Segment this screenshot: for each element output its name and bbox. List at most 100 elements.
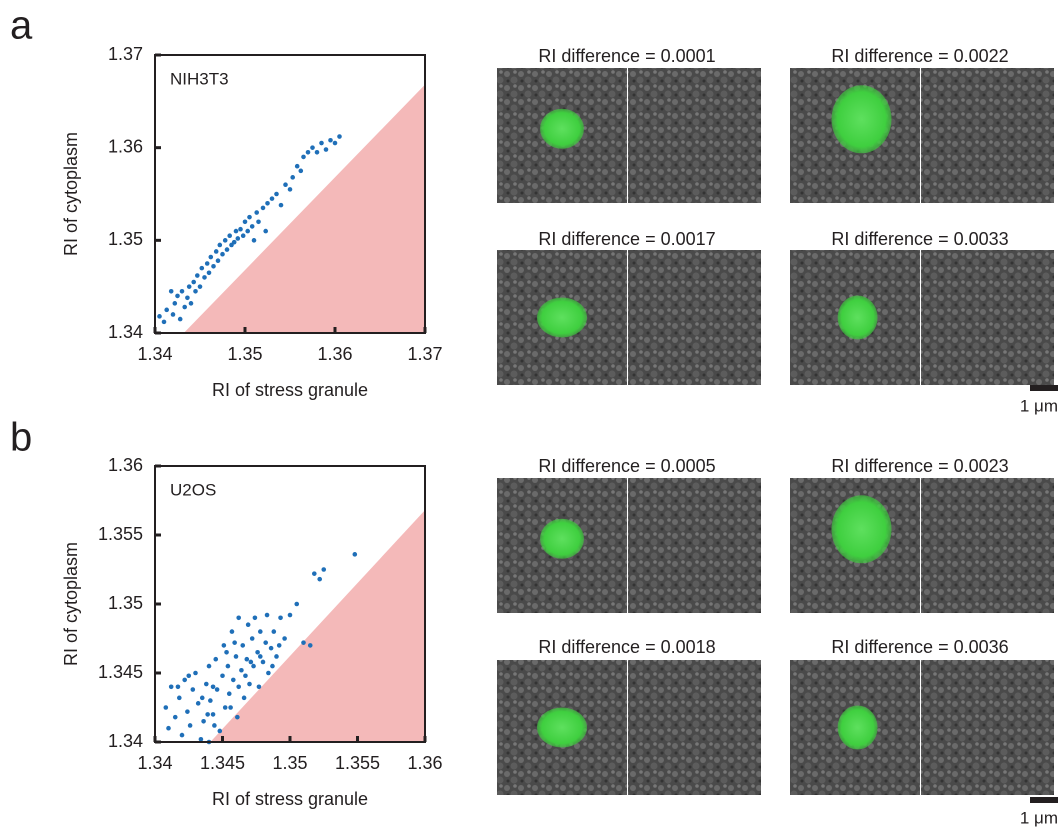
data-point: [170, 312, 176, 317]
data-point: [263, 640, 269, 645]
image-title: RI difference = 0.0001: [538, 46, 715, 66]
data-point: [197, 284, 203, 289]
data-point: [222, 705, 228, 710]
data-point: [244, 656, 250, 662]
data-point: [177, 695, 182, 701]
image-title: RI difference = 0.0005: [538, 456, 715, 476]
data-point: [222, 238, 228, 243]
data-point: [190, 687, 196, 692]
data-point: [220, 251, 225, 257]
data-point: [226, 691, 232, 696]
shaded-region: [183, 84, 425, 333]
data-point: [213, 656, 219, 662]
data-point: [206, 270, 212, 276]
data-point: [270, 663, 275, 669]
data-point: [215, 258, 221, 264]
data-point: [323, 147, 329, 152]
data-point: [212, 723, 217, 728]
data-point: [161, 319, 167, 325]
y-axis-label: RI of cytoplasm: [61, 542, 81, 666]
data-point: [240, 233, 246, 238]
data-point: [252, 615, 258, 621]
y-tick-label: 1.36: [108, 136, 143, 156]
data-point: [232, 640, 237, 645]
image-title: RI difference = 0.0018: [538, 637, 715, 657]
data-point: [224, 650, 229, 655]
data-point: [274, 654, 279, 659]
x-axis-label: RI of stress granule: [212, 789, 368, 809]
data-point: [254, 210, 259, 215]
data-point: [208, 254, 214, 260]
data-point: [168, 289, 174, 294]
y-tick-label: 1.345: [98, 662, 143, 682]
data-point: [239, 667, 244, 673]
x-tick-label: 1.345: [200, 753, 245, 773]
data-point: [193, 670, 198, 676]
y-axis-label: RI of cytoplasm: [61, 132, 81, 256]
data-point: [186, 673, 192, 679]
granule-fluorescence: [537, 707, 587, 748]
data-point: [283, 182, 288, 188]
y-tick-label: 1.37: [108, 44, 143, 64]
data-point: [182, 677, 187, 683]
data-point: [177, 316, 183, 322]
data-point: [175, 293, 180, 299]
data-point: [179, 732, 185, 738]
data-point: [157, 314, 162, 319]
panel-label: b: [10, 416, 32, 460]
data-point: [231, 677, 236, 683]
data-point: [227, 233, 232, 238]
data-point: [245, 622, 251, 627]
y-tick-label: 1.34: [108, 731, 143, 751]
annotation: NIH3T3: [170, 69, 229, 88]
data-point: [328, 137, 333, 143]
data-point: [193, 289, 198, 294]
data-point: [164, 307, 169, 313]
granule-fluorescence: [537, 297, 587, 338]
data-point: [301, 154, 306, 160]
x-tick-label: 1.34: [137, 753, 172, 773]
data-point: [199, 695, 205, 701]
data-point: [312, 571, 317, 576]
data-point: [217, 728, 223, 734]
y-tick-label: 1.355: [98, 524, 143, 544]
image-title: RI difference = 0.0022: [831, 46, 1008, 66]
data-point: [321, 567, 327, 572]
data-point: [287, 187, 293, 192]
data-point: [233, 228, 239, 234]
micrograph-ri: [921, 478, 1054, 613]
micrograph-ri: [921, 68, 1054, 203]
shaded-region: [210, 510, 425, 742]
data-point: [258, 629, 263, 634]
data-point: [213, 249, 219, 254]
data-point: [317, 576, 323, 582]
micrograph-ri: [921, 250, 1054, 385]
data-point: [175, 684, 181, 690]
x-tick-label: 1.34: [137, 344, 172, 364]
x-tick-label: 1.355: [335, 753, 380, 773]
data-point: [172, 714, 178, 720]
data-point: [204, 261, 210, 266]
data-point: [220, 673, 225, 679]
granule-fluorescence: [831, 85, 892, 154]
data-point: [274, 191, 279, 197]
data-point: [206, 663, 212, 669]
scale-bar-label: 1 μm: [1020, 396, 1058, 415]
data-point: [260, 659, 266, 665]
data-point: [265, 200, 270, 206]
data-point: [228, 705, 233, 710]
data-point: [271, 629, 277, 634]
data-point: [185, 295, 190, 301]
data-point: [264, 612, 270, 618]
image-title: RI difference = 0.0033: [831, 229, 1008, 249]
micrograph-ri: [628, 478, 761, 613]
data-point: [314, 150, 320, 155]
micrograph-ri: [628, 68, 761, 203]
y-tick-label: 1.34: [108, 322, 143, 342]
data-point: [185, 709, 190, 714]
data-point: [305, 150, 311, 155]
data-point: [263, 228, 269, 234]
data-point: [238, 226, 243, 232]
data-point: [202, 275, 207, 280]
data-point: [199, 265, 205, 271]
